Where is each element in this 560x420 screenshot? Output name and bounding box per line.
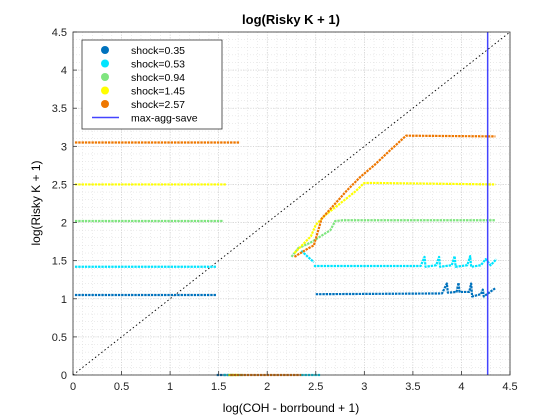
series-segment xyxy=(293,134,496,258)
x-tick-label: 4.5 xyxy=(502,381,517,393)
x-tick-label: 1.5 xyxy=(211,381,226,393)
y-tick-label: 3.5 xyxy=(52,103,67,115)
plot-frame xyxy=(72,31,511,376)
x-tick-label: 4 xyxy=(458,381,464,393)
x-axis-ticks: 0 0.5 1 1.5 2 2.5 3 3.5 4 4.5 xyxy=(70,371,518,393)
x-tick-label: 0 xyxy=(70,381,76,393)
series-segment xyxy=(315,281,497,298)
legend-item: shock=2.57 xyxy=(101,99,185,111)
y-tick-label: 1.5 xyxy=(52,256,67,268)
legend-label: shock=0.35 xyxy=(131,45,185,57)
diagonal-reference-line xyxy=(72,31,511,376)
y-tick-label: 3 xyxy=(61,141,67,153)
diagonal-line xyxy=(72,31,511,376)
legend-dot-marker xyxy=(101,100,109,108)
legend-dot-marker xyxy=(101,86,109,95)
y-axis-label: log(Risky K + 1) xyxy=(29,160,43,245)
legend-label: shock=0.53 xyxy=(131,58,185,70)
legend-dot-marker xyxy=(101,73,109,81)
legend-item: shock=0.53 xyxy=(101,58,185,70)
x-tick-label: 3.5 xyxy=(405,381,420,393)
legend-item: shock=1.45 xyxy=(101,85,185,97)
legend-item: shock=0.35 xyxy=(101,45,185,57)
legend-item: max-agg-save xyxy=(92,112,198,124)
y-tick-label: 1 xyxy=(61,294,67,306)
chart-title: log(Risky K + 1) xyxy=(242,12,340,27)
x-tick-label: 1 xyxy=(167,381,173,393)
x-tick-label: 2 xyxy=(264,381,270,393)
series-segment xyxy=(293,181,496,254)
series-segment xyxy=(313,254,498,268)
legend-label: shock=2.57 xyxy=(131,99,185,111)
y-tick-label: 2 xyxy=(61,218,67,230)
y-tick-label: 4 xyxy=(61,65,67,77)
legend-label: shock=1.45 xyxy=(131,85,185,97)
legend-dot-marker xyxy=(101,46,109,54)
x-tick-label: 2.5 xyxy=(308,381,323,393)
legend-dot-marker xyxy=(101,59,109,68)
legend-label: shock=0.94 xyxy=(131,72,185,84)
y-tick-label: 0.5 xyxy=(52,332,67,344)
y-tick-label: 2.5 xyxy=(52,179,67,191)
legend-box xyxy=(81,39,223,130)
legend-item: shock=0.94 xyxy=(101,72,185,84)
x-axis-label: log(COH - borrbound + 1) xyxy=(223,401,359,415)
y-tick-label: 0 xyxy=(61,370,67,382)
x-tick-label: 0.5 xyxy=(114,381,129,393)
y-axis-ticks: 0 0.5 1 1.5 2 2.5 3 3.5 4 4.5 xyxy=(52,27,77,382)
series-segment xyxy=(300,219,496,248)
y-tick-label: 4.5 xyxy=(52,27,67,39)
legend-label: max-agg-save xyxy=(131,112,198,124)
x-tick-label: 3 xyxy=(361,381,367,393)
series-segment xyxy=(300,249,315,264)
